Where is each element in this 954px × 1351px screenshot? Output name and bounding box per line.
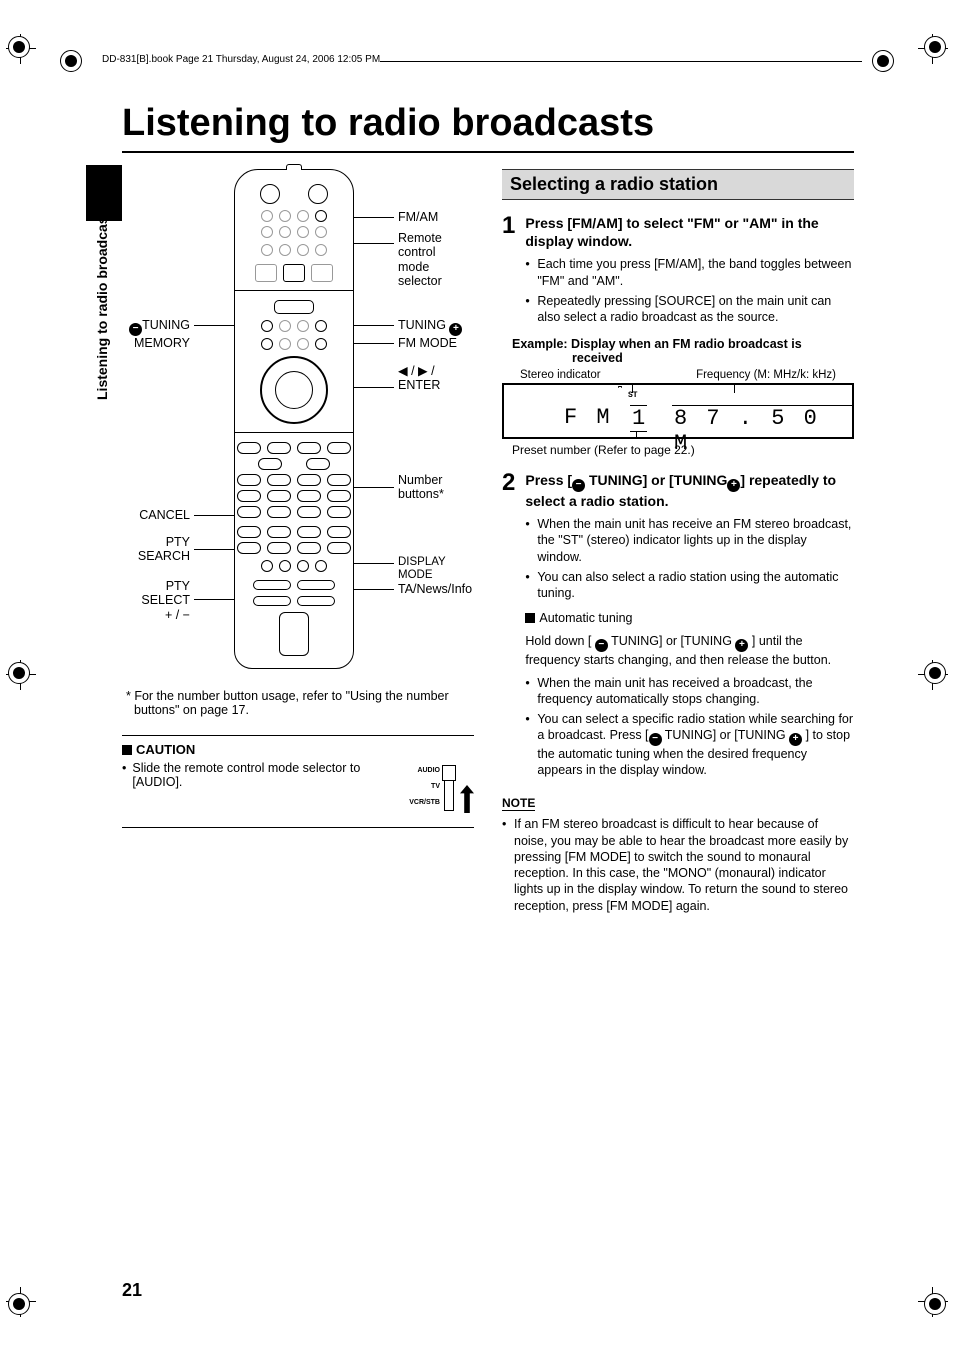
plus-icon: + [735,639,748,652]
section-header: Selecting a radio station [502,169,854,200]
left-column: FM/AM Remote controlmode selector TUNING… [122,169,474,914]
remote-label-tuning-l: TUNING [142,318,190,332]
step2-bullet: You can also select a radio station usin… [525,569,854,602]
remote-footnote: * For the number button usage, refer to … [130,689,474,717]
arrow-up-icon [460,785,474,813]
crop-circle [924,36,946,58]
plus-icon: + [449,323,462,336]
caution-title: CAUTION [122,742,474,757]
display-annotation: Stereo indicator Frequency (M: MHz/k: kH… [502,369,854,381]
display-freq: 8 7 . 5 0 M [672,405,852,456]
header-text: DD-831[B].book Page 21 Thursday, August … [92,54,380,69]
step2-bullet: You can select a specific radio station … [525,711,854,778]
remote-label-dispmode: DISPLAY MODE [398,556,474,582]
square-icon [122,745,132,755]
display-fm: F M [564,405,613,430]
plus-icon: + [727,479,740,492]
remote-label-nav: ◀ / ▶ / [398,364,435,378]
remote-label-fmam: FM/AM [398,210,438,224]
caution-body: Slide the remote control mode selector t… [132,761,376,821]
auto-tuning-heading: Automatic tuning [525,611,854,625]
remote-label-rcms2: mode selector [398,260,442,288]
frequency-label: Frequency (M: MHz/k: kHz) [696,369,836,381]
example-label: Example: Display when an FM radio broadc… [562,337,854,365]
minus-icon: − [572,479,585,492]
crop-circle [8,662,30,684]
square-icon [525,613,535,623]
header-reg-icon [872,50,894,72]
caution-rule-bottom [122,827,474,828]
step-number: 1 [502,214,515,325]
remote-label-rcms: Remote control [398,231,442,259]
remote-label-cancel: CANCEL [122,508,190,522]
remote-label-pty4: SELECT [141,593,190,607]
remote-label-fmmode: FM MODE [398,336,457,350]
remote-label-memory: MEMORY [134,336,190,350]
minus-icon: − [129,323,142,336]
step1-bullet: Repeatedly pressing [SOURCE] on the main… [525,293,854,326]
note-body: If an FM stereo broadcast is difficult t… [502,816,854,914]
crop-circle [8,1293,30,1315]
remote-label-enter: ENTER [398,378,440,392]
stereo-indicator-label: Stereo indicator [520,369,601,381]
st-indicator: ST [628,391,638,400]
sidebar-section-label: Listening to radio broadcasts [94,204,110,400]
remote-diagram: FM/AM Remote controlmode selector TUNING… [122,169,474,679]
step-2: 2 Press [− TUNING] or [TUNING+] repeated… [502,471,854,778]
step-1: 1 Press [FM/AM] to select "FM" or "AM" i… [502,214,854,325]
step-number: 2 [502,471,515,778]
remote-label-pty: PTY [166,535,190,549]
step1-bullet: Each time you press [FM/AM], the band to… [525,256,854,289]
remote-label-pty3: PTY [166,579,190,593]
remote-label-numbtn2: buttons* [398,487,444,501]
page-number: 21 [122,1280,142,1301]
page-title: Listening to radio broadcasts [122,102,894,145]
right-column: Selecting a radio station 1 Press [FM/AM… [502,169,854,914]
header-reg-icon [60,50,82,72]
remote-label-pty5: + / − [165,608,190,622]
step1-heading: Press [FM/AM] to select "FM" or "AM" in … [525,214,854,250]
crop-circle [924,1293,946,1315]
step2-bullet: When the main unit has received a broadc… [525,675,854,708]
remote-label-pty-search: SEARCH [138,549,190,563]
remote-label-tuning: TUNING [398,318,446,332]
display-preset: 1 [630,405,647,432]
display-window: ⎴ ST F M 1 8 7 . 5 0 M [502,383,854,439]
remote-label-tanews: TA/News/Info [398,582,472,596]
remote-label-numbtn: Number [398,473,442,487]
switch-vcr: VCR/STB [409,799,440,806]
minus-icon: − [595,639,608,652]
header-rule: DD-831[B].book Page 21 Thursday, August … [60,50,894,72]
step2-heading: Press [− TUNING] or [TUNING+] repeatedly… [525,471,854,510]
caution-rule-top [122,735,474,736]
minus-icon: − [649,733,662,746]
auto-tuning-body: Hold down [ − TUNING] or [TUNING + ] unt… [525,633,854,668]
mode-switch-diagram: AUDIO TV VCR/STB [386,761,474,821]
note-header: NOTE [502,796,535,811]
switch-audio: AUDIO [417,767,440,774]
step2-bullet: When the main unit has receive an FM ste… [525,516,854,565]
switch-tv: TV [431,783,440,790]
plus-icon: + [789,733,802,746]
title-rule [122,151,854,153]
crop-circle [8,36,30,58]
crop-circle [924,662,946,684]
